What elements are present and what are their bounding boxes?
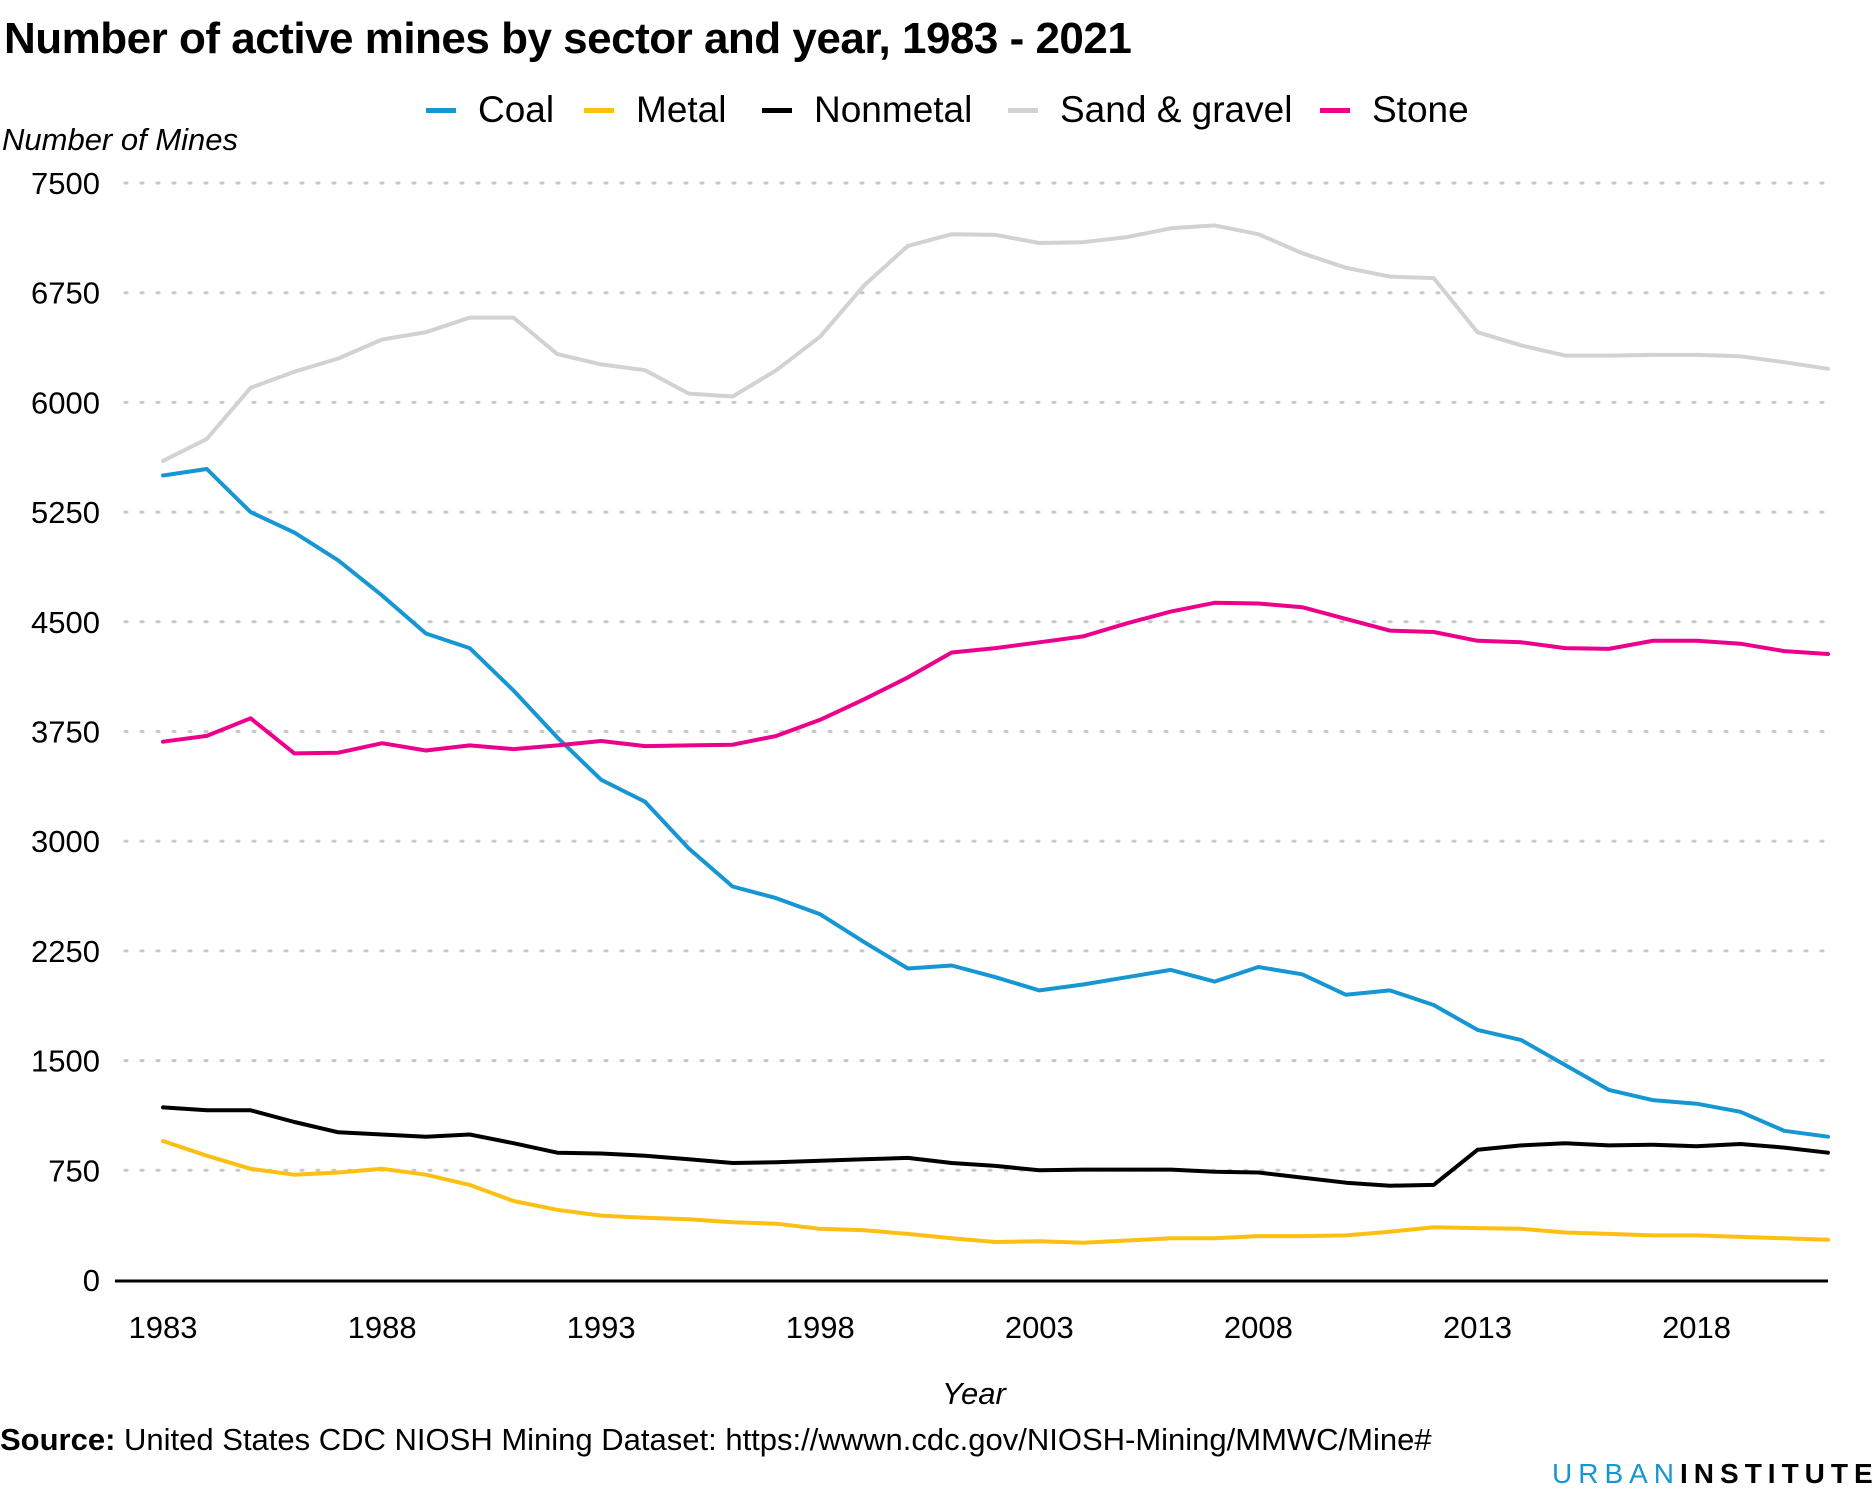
legend-swatch-sand-gravel	[1008, 107, 1038, 113]
series-line-metal	[161, 1139, 1830, 1245]
legend-item-metal: Metal	[584, 86, 726, 134]
source-text: United States CDC NIOSH Mining Dataset: …	[124, 1422, 1432, 1457]
y-tick-label: 750	[48, 1153, 100, 1188]
legend-item-sand-gravel: Sand & gravel	[1008, 86, 1292, 134]
y-axis-title: Number of Mines	[2, 122, 239, 157]
y-tick-label: 3750	[31, 715, 100, 750]
legend-label-sand-gravel: Sand & gravel	[1060, 89, 1293, 130]
logo-institute: INSTITUTE	[1680, 1458, 1875, 1489]
y-tick-label: 6750	[31, 276, 100, 311]
x-axis-title: Year	[942, 1376, 1006, 1411]
series-line-stone	[161, 600, 1830, 756]
legend-swatch-nonmetal	[762, 107, 792, 113]
x-tick-label: 2013	[1443, 1310, 1512, 1345]
series-lines	[161, 223, 1830, 1245]
y-tick-labels: 0 750 1500 2250 3000 3750 4500 5250 6000 6750 7500	[31, 166, 100, 1298]
y-tick-label: 1500	[31, 1044, 100, 1079]
x-tick-label: 2018	[1662, 1310, 1731, 1345]
legend-label-nonmetal: Nonmetal	[814, 89, 973, 130]
x-tick-label: 2008	[1224, 1310, 1293, 1345]
legend-label-metal: Metal	[636, 89, 727, 130]
x-tick-label: 1988	[348, 1310, 417, 1345]
y-tick-label: 6000	[31, 385, 100, 420]
legend: Coal Metal Nonmetal Sand & gravel Stone	[0, 86, 1875, 134]
legend-item-nonmetal: Nonmetal	[762, 86, 972, 134]
legend-swatch-metal	[584, 107, 614, 113]
y-tick-label: 4500	[31, 605, 100, 640]
chart-plot: 0 750 1500 2250 3000 3750 4500 5250 6000 6750 7500…	[31, 166, 1830, 1345]
x-tick-label: 1983	[129, 1310, 198, 1345]
legend-label-stone: Stone	[1372, 89, 1469, 130]
y-tick-label: 7500	[31, 166, 100, 201]
series-line-coal	[161, 467, 1830, 1139]
x-tick-label: 1998	[786, 1310, 855, 1345]
x-tick-label: 1993	[567, 1310, 636, 1345]
gridlines	[123, 181, 1830, 1172]
y-tick-label: 2250	[31, 934, 100, 969]
series-line-nonmetal	[161, 1105, 1830, 1188]
x-tick-label: 2003	[1005, 1310, 1074, 1345]
y-tick-label: 0	[83, 1263, 100, 1298]
urban-institute-logo: URBANINSTITUTE	[1552, 1458, 1875, 1490]
legend-label-coal: Coal	[478, 89, 555, 130]
source-label: Source:	[0, 1422, 116, 1457]
chart-title: Number of active mines by sector and yea…	[4, 14, 1132, 63]
series-line-sand-gravel	[161, 223, 1830, 463]
legend-swatch-stone	[1320, 107, 1350, 113]
source-note: Source: United States CDC NIOSH Mining D…	[0, 1422, 1432, 1458]
y-tick-label: 5250	[31, 495, 100, 530]
y-tick-label: 3000	[31, 824, 100, 859]
logo-urban: URBAN	[1552, 1458, 1681, 1489]
legend-swatch-coal	[426, 107, 456, 113]
legend-item-stone: Stone	[1320, 86, 1469, 134]
legend-item-coal: Coal	[426, 86, 554, 134]
x-tick-labels: 1983 1988 1993 1998 2003 2008 2013 2018	[129, 1310, 1732, 1345]
